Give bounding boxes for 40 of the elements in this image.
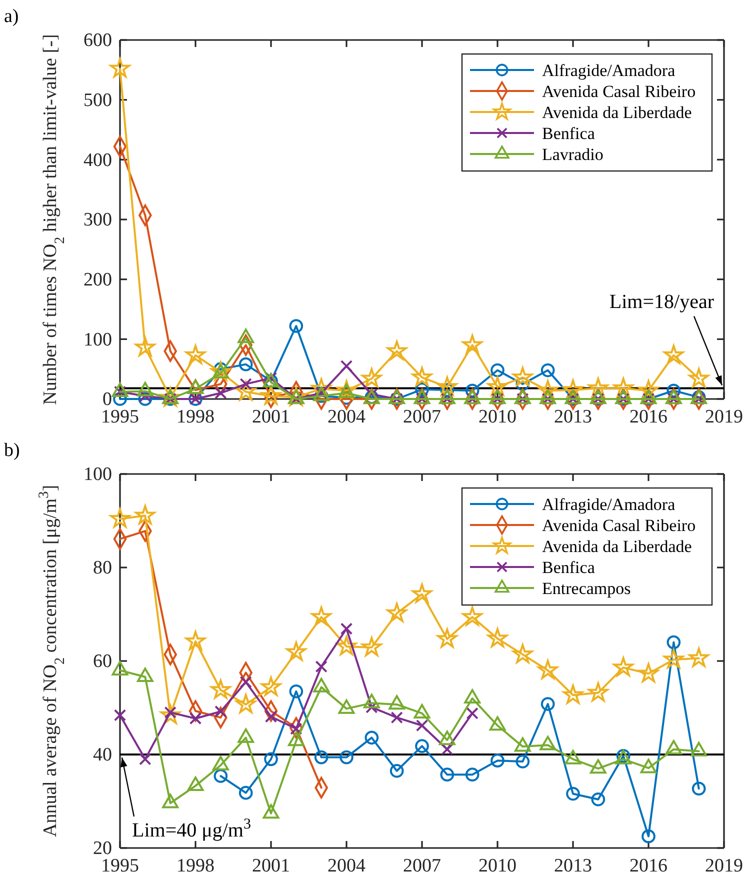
- x-tick-label: 2013: [554, 406, 592, 428]
- y-tick-label: 100: [84, 464, 112, 486]
- x-tick-label: 2016: [630, 855, 668, 876]
- legend-label: Entrecampos: [542, 579, 631, 598]
- y-tick-label: 400: [84, 150, 112, 171]
- x-tick-label: 2013: [554, 855, 592, 876]
- y-tick-label: 300: [84, 210, 112, 231]
- legend-label: Avenida Casal Ribeiro: [542, 82, 696, 101]
- legend-label: Lavradio: [542, 145, 604, 164]
- y-tick-label: 500: [84, 90, 112, 111]
- x-tick-label: 2019: [705, 406, 743, 428]
- y-tick-label: 200: [84, 269, 112, 290]
- y-tick-label: 40: [93, 744, 112, 766]
- chart-title: a): [4, 6, 19, 27]
- x-tick-label: 1998: [176, 855, 214, 876]
- x-tick-label: 2016: [630, 406, 668, 428]
- x-tick-label: 2019: [705, 855, 743, 876]
- y-tick-label: 60: [93, 651, 112, 672]
- x-tick-label: 2001: [252, 855, 290, 876]
- legend-label: Avenida da Liberdade: [542, 103, 692, 122]
- x-tick-label: 2004: [328, 406, 366, 428]
- x-tick-label: 2007: [403, 406, 441, 428]
- legend-label: Avenida da Liberdade: [542, 537, 692, 556]
- x-tick-label: 2004: [328, 855, 366, 876]
- x-tick-label: 2010: [478, 855, 516, 876]
- ref-line-label: Lim=40 μg/m$^{3}$: [132, 816, 251, 842]
- legend-label: Benfica: [542, 124, 596, 143]
- y-tick-label: 100: [84, 329, 112, 350]
- legend-label: Avenida Casal Ribeiro: [542, 516, 696, 535]
- x-tick-label: 2010: [478, 406, 516, 428]
- x-tick-label: 2007: [403, 855, 441, 876]
- ref-line-label: Lim=18/year: [609, 291, 714, 314]
- legend-label: Benfica: [542, 558, 596, 577]
- y-tick-label: 80: [93, 558, 112, 579]
- x-tick-label: 2001: [252, 406, 290, 428]
- x-tick-label: 1998: [176, 406, 214, 428]
- legend-label: Alfragide/Amadora: [542, 61, 676, 80]
- chart-title: b): [4, 440, 20, 461]
- legend-label: Alfragide/Amadora: [542, 495, 676, 514]
- y-tick-label: 600: [84, 30, 112, 52]
